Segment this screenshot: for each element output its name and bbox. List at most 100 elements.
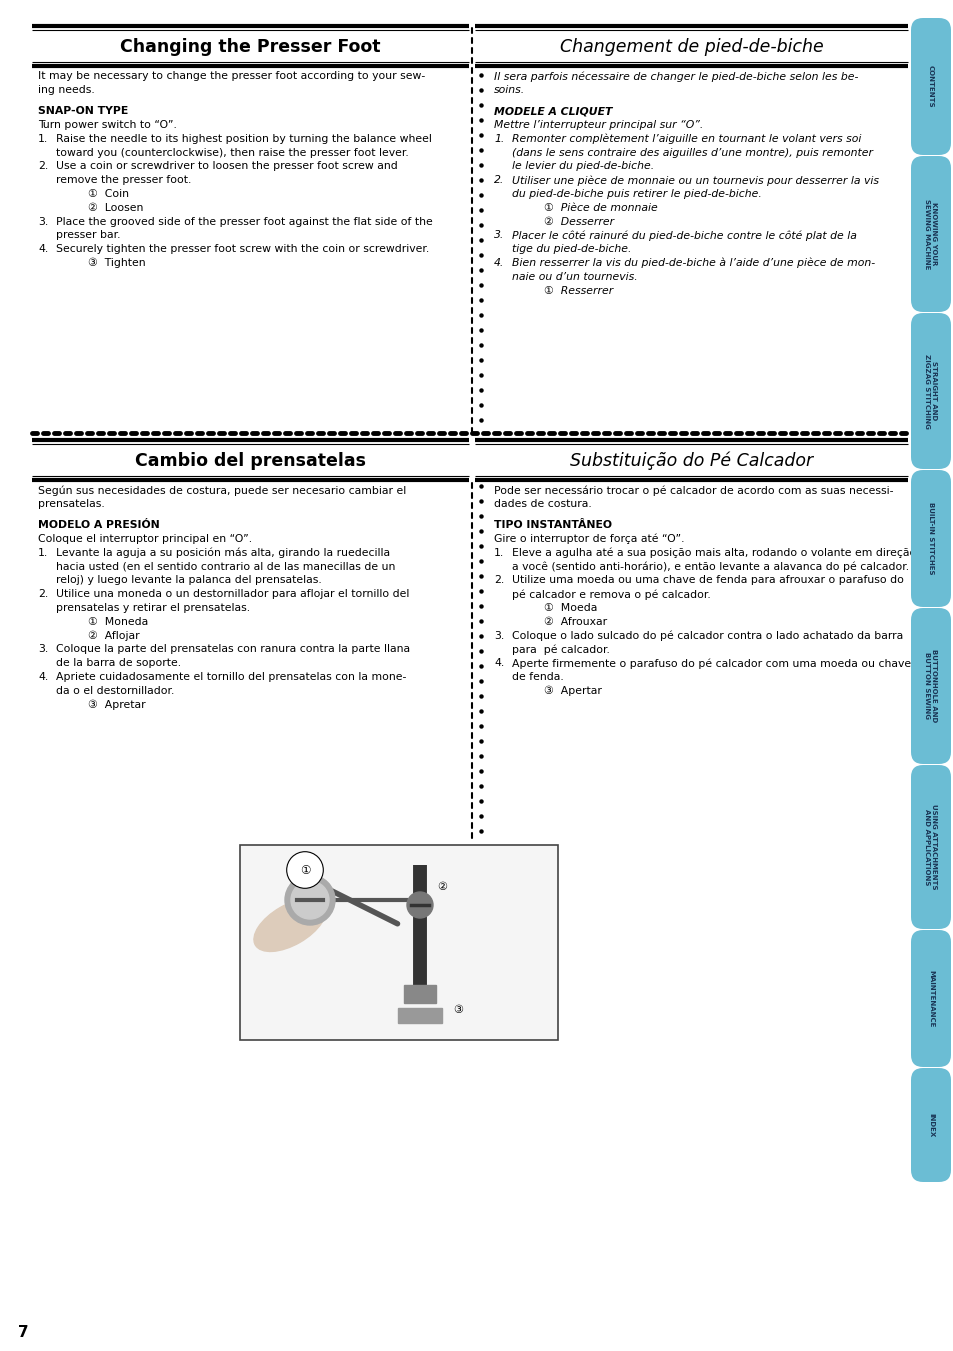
Text: 3.: 3. [38,644,49,654]
Text: ①: ① [287,863,296,873]
Text: ing needs.: ing needs. [38,85,94,95]
Text: USING ATTACHMENTS
AND APPLICATIONS: USING ATTACHMENTS AND APPLICATIONS [923,804,937,890]
Text: ①  Pièce de monnaie: ① Pièce de monnaie [543,203,657,213]
Text: ②: ② [436,882,447,892]
Circle shape [285,875,335,925]
Text: STRAIGHT AND
ZIGZAG STITCHING: STRAIGHT AND ZIGZAG STITCHING [923,354,937,428]
Text: Eleve a agulha até a sua posição mais alta, rodando o volante em direção: Eleve a agulha até a sua posição mais al… [512,547,915,558]
Text: It may be necessary to change the presser foot according to your sew-: It may be necessary to change the presse… [38,72,425,81]
Bar [240,844,558,1040]
Text: Il sera parfois nécessaire de changer le pied-de-biche selon les be-: Il sera parfois nécessaire de changer le… [494,72,858,81]
Text: ①  Moeda: ① Moeda [543,603,597,613]
Text: a você (sentido anti-horário), e então levante a alavanca do pé calcador.: a você (sentido anti-horário), e então l… [512,562,908,571]
Text: ②  Desserrer: ② Desserrer [543,216,614,227]
FancyBboxPatch shape [910,470,950,607]
Text: Mettre l’interrupteur principal sur “O”.: Mettre l’interrupteur principal sur “O”. [494,120,702,130]
Text: Changement de pied-de-biche: Changement de pied-de-biche [559,38,822,55]
Text: Utiliser une pièce de monnaie ou un tournevis pour desserrer la vis: Utiliser une pièce de monnaie ou un tour… [512,176,878,185]
FancyBboxPatch shape [910,18,950,155]
Text: SNAP-ON TYPE: SNAP-ON TYPE [38,107,128,116]
Text: du pied-de-biche puis retirer le pied-de-biche.: du pied-de-biche puis retirer le pied-de… [512,189,761,199]
Text: Apriete cuidadosamente el tornillo del prensatelas con la mone-: Apriete cuidadosamente el tornillo del p… [56,671,406,682]
Text: Gire o interruptor de força até “O”.: Gire o interruptor de força até “O”. [494,534,684,544]
Text: pé calcador e remova o pé calcador.: pé calcador e remova o pé calcador. [512,589,710,600]
Circle shape [407,892,433,917]
FancyBboxPatch shape [910,1069,950,1182]
Text: Substituição do Pé Calcador: Substituição do Pé Calcador [569,451,812,470]
Text: prensatelas.: prensatelas. [38,499,105,509]
Text: 4.: 4. [38,245,49,254]
Text: Placer le côté rainuré du pied-de-biche contre le côté plat de la: Placer le côté rainuré du pied-de-biche … [512,231,856,240]
Bar [403,985,436,1002]
Text: 2.: 2. [494,576,504,585]
Text: Securely tighten the presser foot screw with the coin or screwdriver.: Securely tighten the presser foot screw … [56,245,429,254]
Text: 4.: 4. [494,258,504,267]
Text: 1.: 1. [38,134,49,143]
Text: 3.: 3. [38,216,49,227]
Text: Cambio del prensatelas: Cambio del prensatelas [135,453,366,470]
Text: de fenda.: de fenda. [512,671,563,682]
Text: Place the grooved side of the presser foot against the flat side of the: Place the grooved side of the presser fo… [56,216,433,227]
Text: reloj) y luego levante la palanca del prensatelas.: reloj) y luego levante la palanca del pr… [56,576,321,585]
Text: ③  Tighten: ③ Tighten [88,258,146,269]
Text: remove the presser foot.: remove the presser foot. [56,176,192,185]
Text: ①  Moneda: ① Moneda [88,617,148,627]
Text: ①  Resserrer: ① Resserrer [543,285,613,296]
Text: 1.: 1. [494,134,504,143]
Text: BUTTONHOLE AND
BUTTON SEWING: BUTTONHOLE AND BUTTON SEWING [923,650,937,723]
FancyBboxPatch shape [910,155,950,312]
Text: 2.: 2. [38,589,49,600]
Text: Changing the Presser Foot: Changing the Presser Foot [120,38,380,55]
Text: ②  Afrouxar: ② Afrouxar [543,617,606,627]
Text: de la barra de soporte.: de la barra de soporte. [56,658,181,669]
Text: Remonter complètement l’aiguille en tournant le volant vers soi: Remonter complètement l’aiguille en tour… [512,134,861,145]
Text: le levier du pied-de-biche.: le levier du pied-de-biche. [512,161,654,172]
Text: 4.: 4. [494,658,504,669]
Text: 2.: 2. [38,161,49,172]
Text: Use a coin or screwdriver to loosen the presser foot screw and: Use a coin or screwdriver to loosen the … [56,161,397,172]
Text: dades de costura.: dades de costura. [494,499,591,509]
Text: para  pé calcador.: para pé calcador. [512,644,609,655]
Text: presser bar.: presser bar. [56,231,120,240]
Text: hacia usted (en el sentido contrario al de las manecillas de un: hacia usted (en el sentido contrario al … [56,562,395,571]
Text: 1.: 1. [494,547,504,558]
Text: TIPO INSTANTÂNEO: TIPO INSTANTÂNEO [494,520,612,530]
FancyBboxPatch shape [910,765,950,929]
Text: Turn power switch to “O”.: Turn power switch to “O”. [38,120,176,130]
Text: MODELO A PRESIÓN: MODELO A PRESIÓN [38,520,159,530]
Bar [397,1008,441,1023]
Text: KNOWING YOUR
SEWING MACHINE: KNOWING YOUR SEWING MACHINE [923,199,937,269]
Text: ②  Loosen: ② Loosen [88,203,143,213]
Text: prensatelas y retirar el prensatelas.: prensatelas y retirar el prensatelas. [56,603,250,613]
Text: 3.: 3. [494,231,504,240]
Text: Pode ser necessário trocar o pé calcador de acordo com as suas necessi-: Pode ser necessário trocar o pé calcador… [494,485,893,496]
Text: Coloque o lado sulcado do pé calcador contra o lado achatado da barra: Coloque o lado sulcado do pé calcador co… [512,631,902,642]
Text: ①  Coin: ① Coin [88,189,129,199]
Text: MODELE A CLIQUET: MODELE A CLIQUET [494,107,612,116]
Text: Raise the needle to its highest position by turning the balance wheel: Raise the needle to its highest position… [56,134,432,143]
Text: toward you (counterclockwise), then raise the presser foot lever.: toward you (counterclockwise), then rais… [56,147,408,158]
Text: da o el destornillador.: da o el destornillador. [56,686,174,696]
Text: Levante la aguja a su posición más alta, girando la ruedecilla: Levante la aguja a su posición más alta,… [56,547,390,558]
Text: 2.: 2. [494,176,504,185]
Text: MAINTENANCE: MAINTENANCE [927,970,933,1027]
Text: ③: ③ [453,1005,462,1015]
Text: (dans le sens contraire des aiguilles d’une montre), puis remonter: (dans le sens contraire des aiguilles d’… [512,147,872,158]
Circle shape [291,881,329,919]
Text: naie ou d’un tournevis.: naie ou d’un tournevis. [512,272,638,282]
Text: ②  Aflojar: ② Aflojar [88,631,139,640]
Text: CONTENTS: CONTENTS [927,65,933,108]
Text: ③  Apretar: ③ Apretar [88,700,146,709]
FancyBboxPatch shape [910,929,950,1067]
Text: ①: ① [299,863,310,877]
Text: ③  Apertar: ③ Apertar [543,686,601,696]
FancyBboxPatch shape [910,608,950,765]
Text: 7: 7 [18,1325,29,1340]
Text: BUILT-IN STITCHES: BUILT-IN STITCHES [927,503,933,574]
Text: Bien resserrer la vis du pied-de-biche à l’aide d’une pièce de mon-: Bien resserrer la vis du pied-de-biche à… [512,258,874,269]
Text: Coloque el interruptor principal en “O”.: Coloque el interruptor principal en “O”. [38,534,252,544]
Text: 3.: 3. [494,631,504,640]
Text: tige du pied-de-biche.: tige du pied-de-biche. [512,245,631,254]
Text: soins.: soins. [494,85,525,95]
Text: INDEX: INDEX [927,1113,933,1138]
